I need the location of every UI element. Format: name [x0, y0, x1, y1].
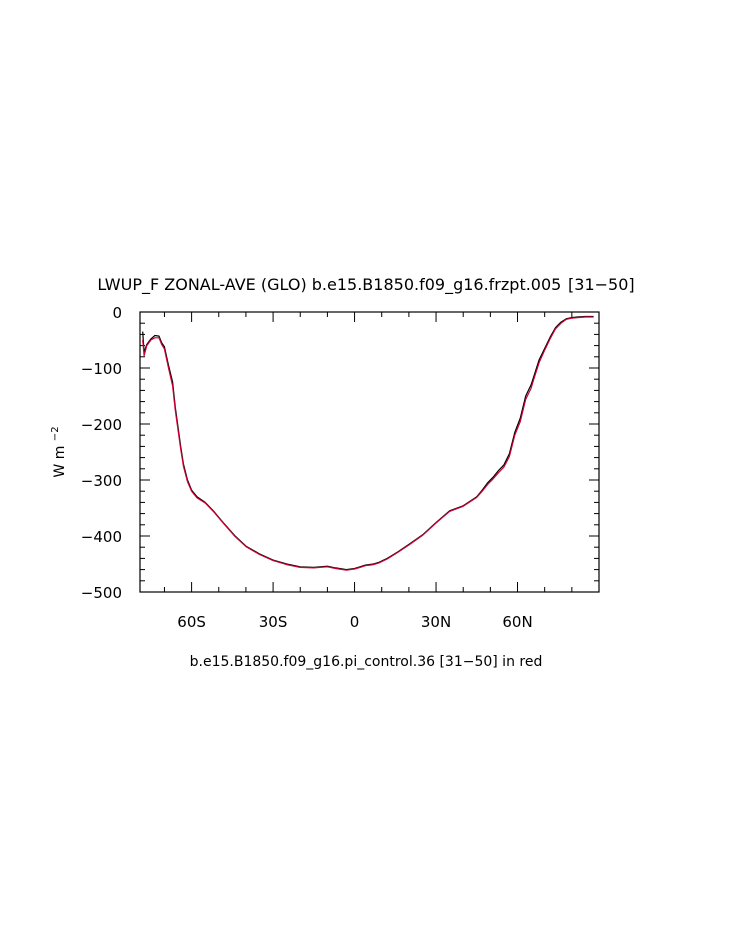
y-tick-label: −300 — [81, 472, 122, 490]
y-tick-label: −100 — [81, 360, 122, 378]
series-line-2 — [142, 316, 594, 571]
plot-frame — [139, 311, 600, 593]
tick-labels: 60S 30S 0 30N 60N 0 −100 −200 −300 −400 −500 — [81, 304, 533, 631]
y-axis-label: W m −2 — [50, 426, 68, 477]
series-group — [142, 315, 594, 571]
y-axis-label-exponent: −2 — [50, 426, 61, 441]
y-tick-label: −500 — [81, 584, 122, 602]
x-tick-label: 60N — [502, 613, 532, 631]
x-tick-label: 30S — [259, 613, 288, 631]
series-line-1 — [142, 315, 594, 571]
y-tick-label: −200 — [81, 416, 122, 434]
chart-subtitle: b.e15.B1850.f09_g16.pi_control.36 [31−50… — [190, 654, 543, 670]
y-tick-label: −400 — [81, 528, 122, 546]
y-axis-label-unit: W m — [52, 446, 68, 478]
x-tick-label: 30N — [421, 613, 451, 631]
x-tick-label: 0 — [350, 613, 360, 631]
chart-title: LWUP_F ZONAL-AVE (GLO) b.e15.B1850.f09_g… — [97, 275, 634, 295]
x-tick-label: 60S — [177, 613, 206, 631]
axis-ticks — [140, 311, 600, 593]
y-tick-label: 0 — [112, 304, 122, 322]
